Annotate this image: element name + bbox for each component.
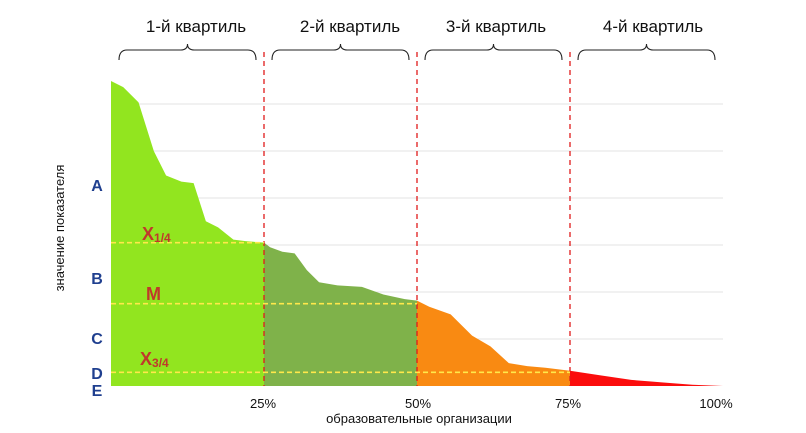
quartile-label-2: 2-й квартиль xyxy=(300,17,400,36)
quartile-label-1: 1-й квартиль xyxy=(146,17,246,36)
area-segments xyxy=(111,81,723,386)
y-axis-title: значение показателя xyxy=(52,165,67,292)
marker-x1-sub: 1/4 xyxy=(154,231,171,245)
quartile-braces xyxy=(118,43,716,61)
quartile-dividers xyxy=(263,52,571,386)
quartile-brace-1 xyxy=(118,43,257,61)
marker-x3-main: X xyxy=(140,349,152,369)
quartile-label-4: 4-й квартиль xyxy=(603,17,703,36)
x-tick-25: 25% xyxy=(250,396,276,411)
marker-x3-sub: 3/4 xyxy=(152,356,169,370)
x-tick-100: 100% xyxy=(699,396,733,411)
grade-label-a: A xyxy=(91,178,103,195)
quartile-marker-lines xyxy=(111,241,570,374)
x-tick-75: 75% xyxy=(555,396,581,411)
x-tick-50: 50% xyxy=(405,396,431,411)
area-segment-q4 xyxy=(570,370,723,386)
marker-x-third-quartile: X3/4 xyxy=(140,349,169,370)
grade-label-b: B xyxy=(91,271,103,288)
marker-x1-main: X xyxy=(142,224,154,244)
marker-m-main: M xyxy=(146,284,161,304)
quartile-brace-3 xyxy=(424,43,563,61)
grade-label-c: C xyxy=(91,331,103,348)
area-segment-q2 xyxy=(264,242,417,386)
area-segment-q1 xyxy=(111,81,264,386)
quartile-label-3: 3-й квартиль xyxy=(446,17,546,36)
quartile-brace-4 xyxy=(577,43,716,61)
marker-median: M xyxy=(146,284,161,304)
quartile-brace-2 xyxy=(271,43,410,61)
x-axis-title: образовательные организации xyxy=(326,411,512,426)
grade-label-e: E xyxy=(92,383,103,400)
area-segment-q3 xyxy=(417,300,570,386)
marker-x-first-quartile: X1/4 xyxy=(142,224,171,245)
grade-label-d: D xyxy=(91,366,103,383)
